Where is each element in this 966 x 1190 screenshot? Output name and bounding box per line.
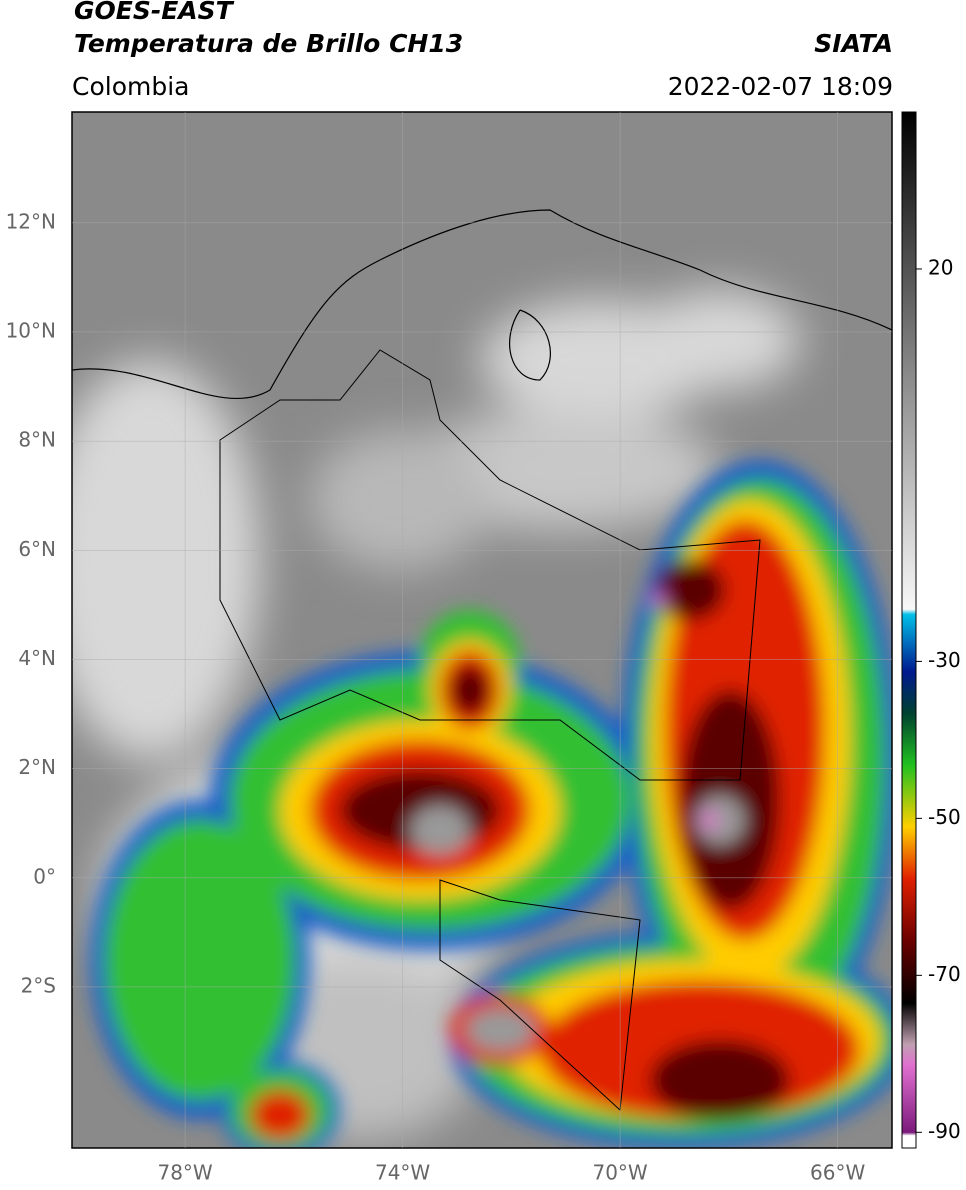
imagery (72, 112, 892, 1148)
y-tick-label: 4°N (18, 646, 56, 670)
colorbar-tick-label: -70 (928, 962, 961, 986)
y-tick-label: 12°N (6, 209, 56, 233)
x-tick-label: 74°W (375, 1161, 430, 1185)
x-tick-label: 78°W (157, 1161, 212, 1185)
title: GOES-EAST (74, 0, 233, 25)
colorbar-tick-label: -90 (928, 1119, 961, 1143)
y-tick-label: 2°S (21, 973, 56, 997)
datetime: 2022-02-07 18:09 (667, 72, 893, 101)
colorbar-tick-label: 20 (928, 255, 953, 279)
colorbar-tick-label: -30 (928, 648, 961, 672)
source: SIATA (814, 29, 893, 58)
y-tick-label: 10°N (6, 318, 56, 342)
subtitle: Temperatura de Brillo CH13 (74, 29, 464, 58)
y-tick-label: 0° (33, 864, 56, 888)
y-tick-label: 8°N (18, 428, 56, 452)
y-tick-label: 2°N (18, 755, 56, 779)
x-tick-label: 70°W (592, 1161, 647, 1185)
region: Colombia (72, 72, 190, 101)
colorbar (901, 111, 917, 1149)
x-tick-label: 66°W (810, 1161, 865, 1185)
colorbar-tick-label: -50 (928, 805, 961, 829)
y-tick-label: 6°N (18, 537, 56, 561)
map-frame (71, 111, 893, 1149)
